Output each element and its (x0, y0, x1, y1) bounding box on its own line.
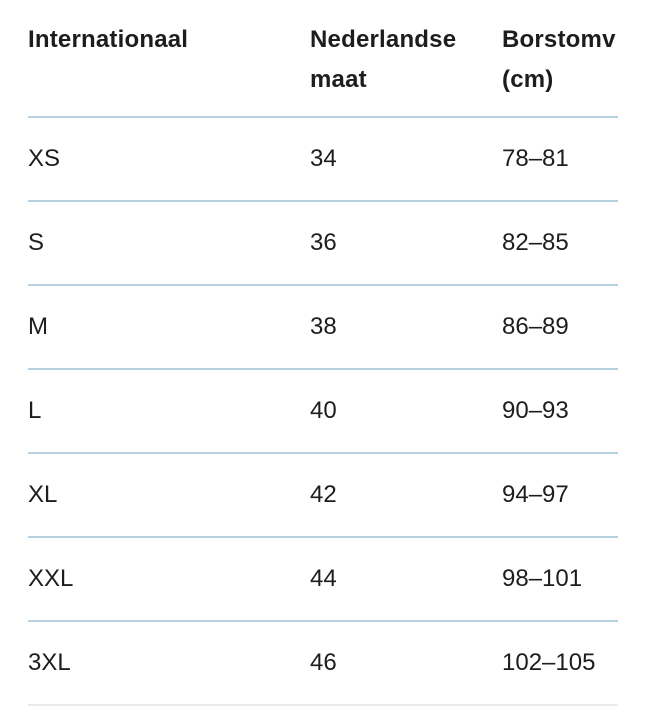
cell-international-size: XL (28, 481, 58, 508)
table-row: XS 34 78–81 (28, 118, 618, 202)
cell-dutch-size: 34 (310, 145, 337, 172)
cell-chest-range: 82–85 (502, 229, 569, 256)
cell-international-size: L (28, 397, 42, 424)
cell-dutch-size: 44 (310, 565, 337, 592)
cell-dutch-size: 46 (310, 649, 337, 676)
cell-dutch-size: 40 (310, 397, 337, 424)
cell-dutch-size: 42 (310, 481, 337, 508)
cell-chest-range: 102–105 (502, 649, 596, 676)
cell-international-size: S (28, 229, 45, 256)
table-header-row: Internationaal Nederlandse maat Borstomv… (28, 0, 618, 118)
cell-chest-range: 78–81 (502, 145, 569, 172)
cell-chest-range: 94–97 (502, 481, 569, 508)
cell-international-size: XS (28, 145, 61, 172)
cell-international-size: XXL (28, 565, 74, 592)
table-row: S 36 82–85 (28, 202, 618, 286)
table-row: XXL 44 98–101 (28, 538, 618, 622)
cell-international-size: 3XL (28, 649, 71, 676)
table-row: M 38 86–89 (28, 286, 618, 370)
table-row: 3XL 46 102–105 (28, 622, 618, 706)
table-row: L 40 90–93 (28, 370, 618, 454)
cell-chest-range: 98–101 (502, 565, 583, 592)
cell-dutch-size: 38 (310, 313, 337, 340)
cell-dutch-size: 36 (310, 229, 337, 256)
column-header-chest-cm: Borstomv (cm) (502, 26, 616, 93)
column-header-dutch-size: Nederlandse maat (310, 26, 457, 93)
table-row: XL 42 94–97 (28, 454, 618, 538)
column-header-international: Internationaal (28, 26, 189, 53)
cell-chest-range: 86–89 (502, 313, 569, 340)
cell-international-size: M (28, 313, 48, 340)
cell-chest-range: 90–93 (502, 397, 569, 424)
